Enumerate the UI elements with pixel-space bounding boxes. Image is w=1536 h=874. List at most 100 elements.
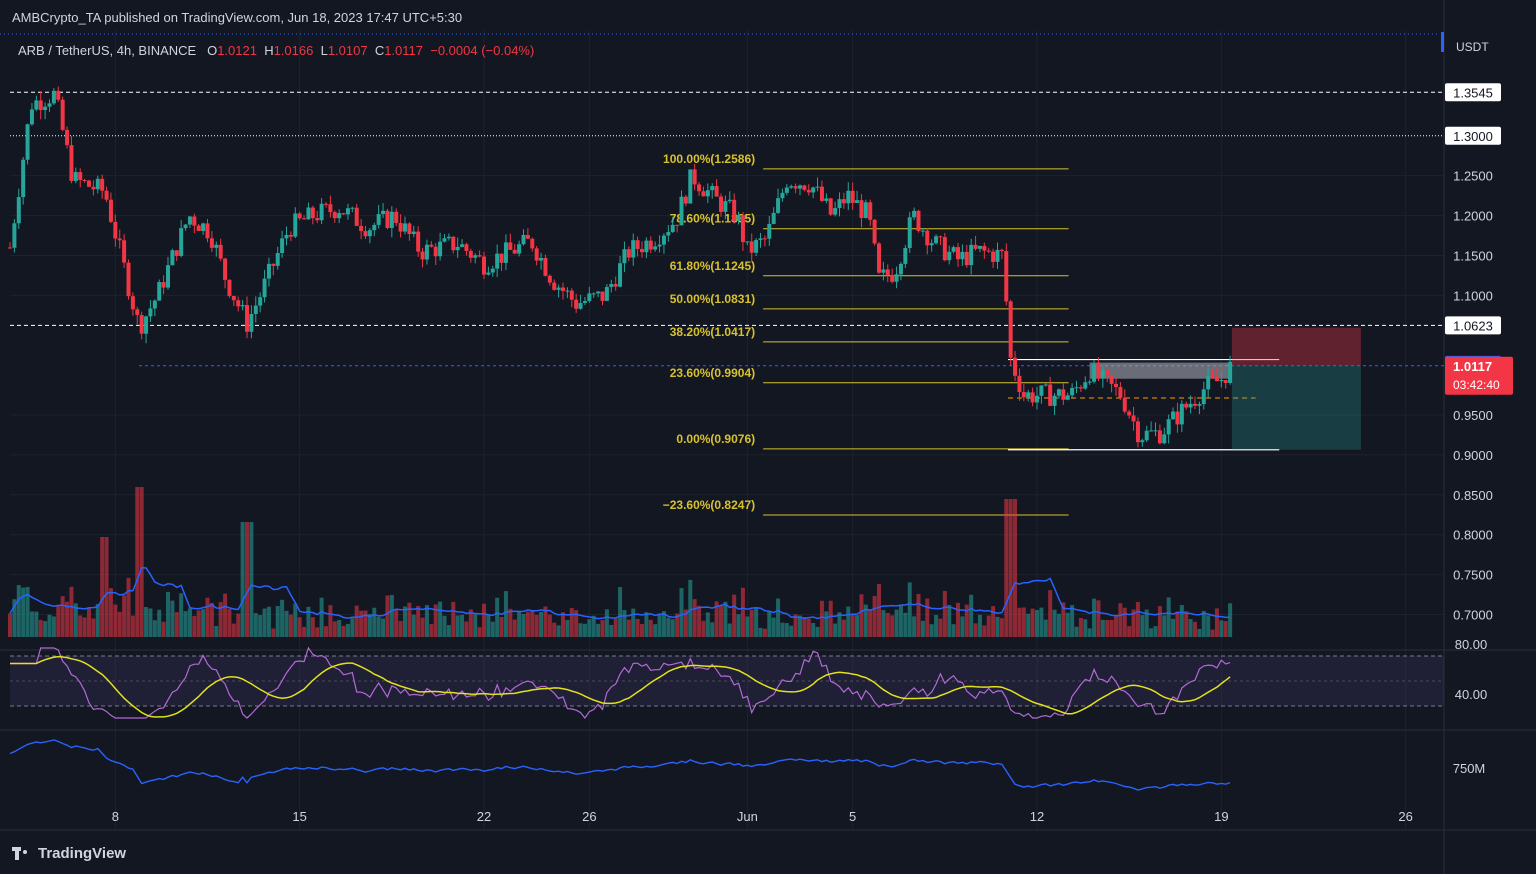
open-label: O [207,43,218,58]
volume-bar-22 [104,537,109,637]
candle-175 [776,198,781,213]
candle-208 [920,230,925,232]
level-badge-1 [1445,126,1501,145]
volume-bar-28 [130,615,135,637]
volume-bar-0 [8,613,12,637]
candle-161 [714,186,719,197]
symbol-label[interactable]: ARB / TetherUS, 4h, BINANCE [18,43,197,58]
volume-bar-235 [1039,607,1044,637]
candle-48 [218,244,223,259]
candle-4 [25,124,30,160]
candle-255 [1127,411,1132,416]
volume-bar-215 [951,624,956,637]
level-badge-2 [1445,316,1501,335]
candle-221 [977,245,982,249]
scale-handle[interactable] [1441,32,1444,52]
ohlc-legend: ARB / TetherUS, 4h, BINANCE O1.0121 H1.0… [18,43,534,58]
fib-retracement[interactable]: 100.00%(1.2586)78.60%(1.1835)61.80%(1.12… [663,152,1069,516]
candle-143 [635,240,640,249]
volume-bar-136 [604,609,609,637]
rsi-ma-line [10,655,1231,718]
volume-bar-37 [170,600,175,637]
volume-bar-245 [1083,619,1088,637]
volume-bar-165 [732,594,737,637]
candle-24 [113,221,118,239]
candle-98 [438,241,443,257]
volume-bar-162 [719,605,723,637]
volume-bar-224 [991,606,996,637]
candle-63 [284,234,289,239]
candle-56 [253,305,258,314]
candle-95 [424,244,429,260]
currency-label[interactable]: USDT [1456,40,1489,54]
candle-239 [1056,389,1061,396]
candle-167 [740,214,745,243]
volume-bar-145 [644,612,649,637]
time-tick-4: Jun [737,809,758,824]
high-value: 1.0166 [273,43,314,58]
volume-bar-157 [697,605,702,637]
candle-172 [762,238,767,240]
volume-bar-72 [324,626,328,637]
volume-bar-140 [622,610,627,637]
volume-bar-71 [319,597,324,637]
volume-bar-113 [503,591,508,637]
volume-bar-40 [183,611,188,637]
volume-bar-80 [359,610,364,637]
volume-bar-244 [1078,617,1083,637]
candle-22 [104,190,109,200]
range-box[interactable] [1008,358,1280,451]
candle-191 [846,190,851,204]
short-position-tool[interactable] [1231,327,1361,450]
volume-bar-13 [65,601,70,637]
volume-bar-234 [1035,610,1039,637]
candle-104 [464,244,469,251]
volume-bar-152 [675,613,680,637]
volume-bar-144 [640,623,644,637]
volume-bar-109 [486,614,491,637]
volume-bar-277 [1223,621,1228,637]
volume-bar-236 [1043,619,1048,637]
volume-bar-48 [218,602,223,637]
candle-129 [574,299,579,309]
volume-bar-268 [1184,611,1189,637]
candle-123 [547,275,552,283]
candle-163 [723,201,728,212]
volume-bar-85 [381,618,386,637]
candle-240 [1061,389,1066,400]
volume-bar-125 [556,625,561,637]
price-axis[interactable]: 1.3545 1.3000 1.0623 1.2500 1.2000 1.1500 1.10… [1445,83,1513,776]
volume-bar-161 [714,601,719,637]
last-price-label: 1.0117 [1453,359,1492,374]
volume-bar-182 [806,618,811,637]
volume-bar-70 [315,627,320,637]
price-tick-0: 1.2500 [1453,169,1493,184]
price-tick-2: 1.1500 [1453,248,1493,263]
candle-15 [73,172,78,181]
volume-bar-212 [938,618,943,637]
volume-bar-26 [122,595,127,637]
candle-11 [56,90,61,100]
candle-148 [657,244,662,247]
time-tick-3: 26 [582,809,596,824]
candle-248 [1096,364,1101,379]
level-badge-label-1: 1.3000 [1453,129,1493,144]
volume-bar-170 [754,607,759,637]
candle-139 [618,263,623,287]
volume-bar-64 [288,614,293,637]
candle-168 [745,241,750,243]
candle-186 [824,198,829,201]
volume-bar-253 [1118,603,1123,637]
volume-bar-6 [34,611,39,637]
time-axis[interactable]: 8 15 22 26 Jun 5 12 19 26 [112,809,1413,824]
candle-45 [205,223,210,239]
price-tick-3: 1.1000 [1453,288,1493,303]
candle-250 [1105,370,1110,376]
volume-bar-198 [877,584,881,637]
candle-136 [604,287,609,301]
level-badge-0 [1445,83,1501,102]
tradingview-logo[interactable]: TradingView [12,845,126,862]
candle-69 [310,207,315,219]
candle-19 [91,186,96,190]
